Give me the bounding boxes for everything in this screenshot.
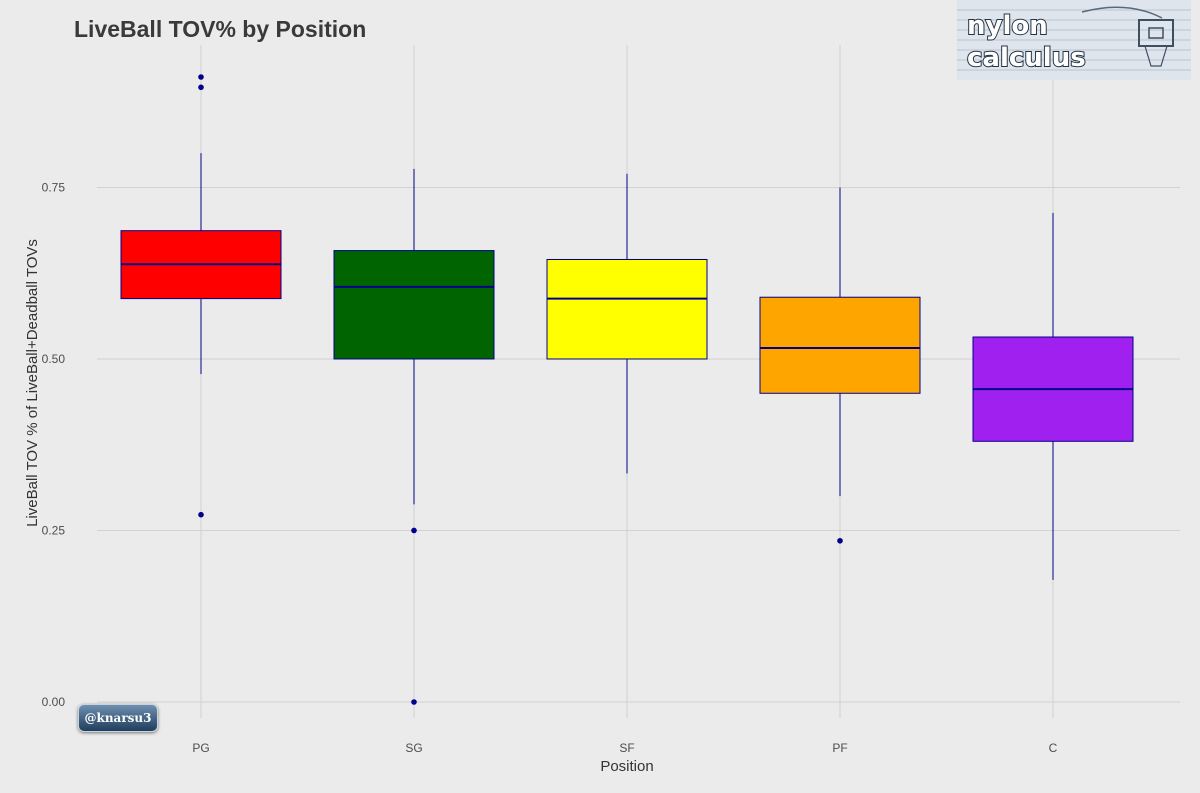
box-sg [333, 168, 495, 705]
chart-title: LiveBall TOV% by Position [74, 16, 367, 42]
box-series [120, 74, 1134, 705]
outlier-point [411, 699, 417, 705]
svg-text:calculus: calculus [967, 43, 1086, 73]
twitter-handle-badge: @knarsu3 [78, 704, 158, 732]
x-tick-label: SF [619, 741, 634, 755]
x-tick-label: SG [405, 741, 422, 755]
svg-text:nylon: nylon [967, 11, 1048, 41]
box-iqr [759, 296, 921, 394]
y-tick-label: 0.75 [42, 180, 66, 194]
box-pg [120, 74, 282, 518]
box-iqr [546, 258, 708, 360]
y-tick-label: 0.25 [42, 523, 66, 537]
box-c [972, 212, 1134, 580]
outlier-point [837, 537, 843, 544]
outlier-point [411, 527, 417, 534]
outlier-point [198, 84, 204, 91]
x-tick-label: C [1049, 741, 1058, 755]
y-axis-ticks: 0.00 0.25 0.50 0.75 [42, 180, 66, 709]
box-pf [759, 187, 921, 544]
box-iqr [333, 250, 495, 360]
nylon-calculus-logo: nylon calculus [957, 0, 1191, 80]
outlier-point [198, 511, 204, 518]
y-axis-title: LiveBall TOV % of LiveBall+Deadball TOVs [24, 239, 41, 527]
outlier-point [198, 74, 204, 80]
x-tick-label: PG [192, 741, 209, 755]
box-sf [546, 173, 708, 474]
x-axis-ticks: PG SG SF PF C [192, 741, 1057, 755]
x-axis-title: Position [600, 758, 653, 775]
y-tick-label: 0.00 [42, 695, 66, 709]
y-tick-label: 0.50 [42, 352, 66, 366]
x-tick-label: PF [832, 741, 847, 755]
